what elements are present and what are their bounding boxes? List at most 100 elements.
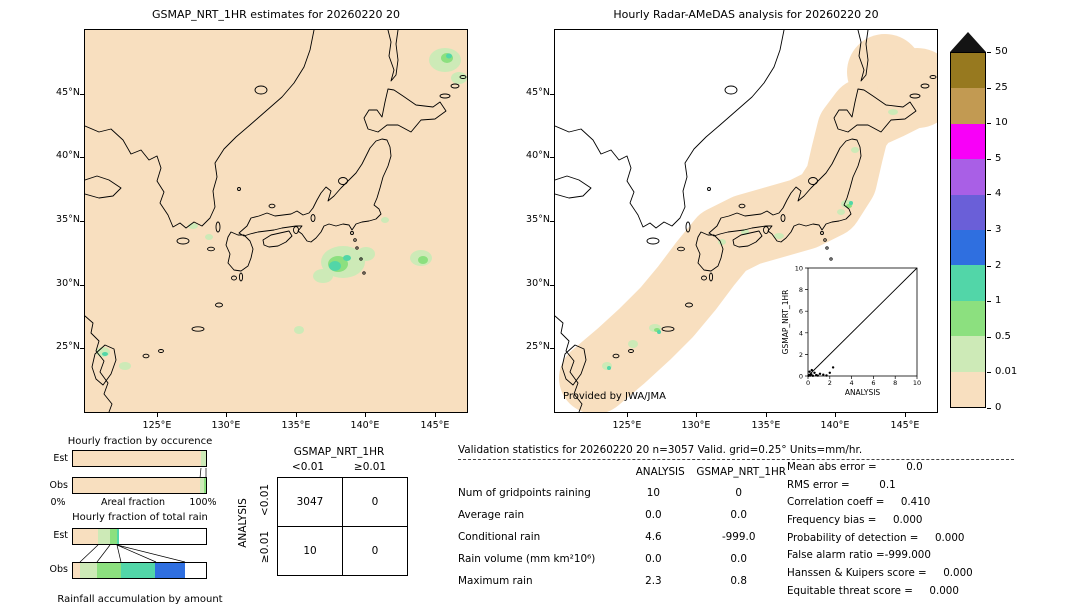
contingency-cell: 0	[342, 477, 408, 527]
colorbar-tick-label: 4	[995, 188, 1002, 200]
inset-y-tick: 2	[799, 351, 803, 359]
contingency-col-header: <0.01	[291, 461, 325, 473]
contingency-col-header: ≥0.01	[353, 461, 387, 473]
bar-segment	[73, 529, 99, 544]
score-value: 0.0	[906, 460, 923, 473]
score-value: 0.000	[929, 584, 959, 597]
inset-xlabel: ANALYSIS	[845, 388, 881, 397]
stats-table: ANALYSIS GSMAP_NRT_1HR Num of gridpoints…	[458, 462, 788, 592]
inset-x-tick: 8	[893, 379, 897, 387]
stat-value-analysis: 2.3	[645, 575, 662, 587]
col-header-analysis: ANALYSIS	[635, 466, 685, 478]
map-background	[85, 30, 467, 412]
diagonal-line	[807, 267, 918, 377]
bar-segment	[96, 563, 121, 578]
colorbar-tick-mark	[987, 408, 991, 409]
colorbar-tick-label: 5	[995, 152, 1002, 164]
inset-scatter: 0 2 4 6 8 10 0 2 4 6 8 10 ANALYSIS GSMAP…	[781, 265, 921, 398]
lon-tick-label: 140°E	[820, 420, 850, 431]
score-value: -999.000	[884, 549, 931, 562]
score-row: Hanssen & Kuipers score = 0.000	[787, 564, 1014, 582]
colorbar-tick-mark	[987, 123, 991, 125]
stats-row: Maximum rain 2.3 0.8	[458, 570, 788, 592]
totalrain-bar-obs	[72, 562, 207, 579]
score-row: Correlation coeff = 0.410	[787, 493, 1014, 511]
lon-tick-label: 145°E	[420, 420, 450, 431]
contingency-row-header: ≥0.01	[259, 530, 271, 564]
inset-x-tick: 6	[871, 379, 875, 387]
bar-segment	[73, 451, 202, 466]
colorbar-body	[950, 52, 986, 408]
stat-label: Average rain	[458, 509, 525, 521]
lat-tick-label: 30°N	[526, 278, 550, 289]
axis-0pct: 0%	[50, 497, 66, 508]
bar-segment	[155, 563, 185, 578]
inset-ticks	[805, 267, 918, 379]
contingency-block: GSMAP_NRT_1HR <0.01 ≥0.01 ANALYSIS <0.01…	[235, 444, 415, 609]
score-value: 0.000	[892, 513, 923, 526]
contingency-cell: 3047	[277, 477, 343, 527]
score-value: 0.000	[934, 531, 965, 544]
bar-segment	[79, 563, 97, 578]
inset-x-tick: 0	[806, 379, 810, 387]
bar-segment	[201, 451, 206, 466]
score-label: Mean abs error =	[787, 460, 877, 473]
colorbar-segment	[951, 300, 985, 337]
bar-segment	[98, 529, 111, 544]
lon-tick-label: 135°E	[751, 420, 781, 431]
stats-row: Num of gridpoints raining 10 0	[458, 482, 788, 504]
stats-title: Validation statistics for 20260220 20 n=…	[458, 444, 863, 456]
colorbar-segment	[951, 53, 985, 89]
colorbar-segment	[951, 265, 985, 301]
colorbar-segment	[951, 88, 985, 124]
stat-value-analysis: 4.6	[645, 531, 662, 543]
inset-ylabel: GSMAP_NRT_1HR	[781, 290, 790, 355]
stat-label: Num of gridpoints raining	[458, 487, 591, 499]
stat-value-analysis: 0.0	[645, 553, 662, 565]
score-label: False alarm ratio =	[787, 549, 885, 562]
score-label: Equitable threat score =	[787, 584, 913, 597]
stat-label: Conditional rain	[458, 531, 541, 543]
lon-tick-label: 130°E	[211, 420, 241, 431]
colorbar-tick-mark	[987, 372, 991, 374]
radar-map: 0 2 4 6 8 10 0 2 4 6 8 10 ANALYSIS GSMAP…	[555, 30, 937, 412]
colorbar-segment	[951, 194, 985, 231]
colorbar-overflow-arrow	[950, 32, 986, 52]
inset-y-tick: 10	[795, 265, 803, 273]
row-label-est: Est	[53, 453, 68, 464]
totalrain-title: Hourly fraction of total rain	[72, 512, 208, 523]
row-label-obs: Obs	[49, 564, 68, 575]
score-value: 0.000	[943, 566, 973, 579]
score-label: Probability of detection =	[787, 531, 919, 544]
occurrence-title: Hourly fraction by occurence	[67, 436, 213, 447]
stat-label: Rain volume (mm km²10⁶)	[458, 553, 596, 565]
colorbar-tick-mark	[987, 158, 991, 160]
score-row: Frequency bias = 0.000	[787, 511, 1014, 529]
stat-value-gsmap: 0.0	[730, 509, 747, 521]
stats-table-header: ANALYSIS GSMAP_NRT_1HR	[458, 462, 788, 482]
inset-y-tick: 4	[799, 329, 803, 337]
colorbar-tick-label: 3	[995, 224, 1002, 235]
inset-y-tick: 6	[799, 308, 803, 316]
score-row: False alarm ratio = -999.000	[787, 546, 1014, 564]
validation-stats-block: Validation statistics for 20260220 20 n=…	[458, 444, 1014, 597]
occurrence-bar-est	[72, 450, 207, 467]
lat-tick-label: 25°N	[526, 341, 550, 352]
lat-tick-label: 35°N	[56, 214, 80, 225]
dashed-separator	[458, 459, 1014, 460]
contingency-table: 3047 0 10 0	[277, 477, 408, 576]
colorbar-tick-label: 50	[995, 46, 1008, 57]
gsmap-map	[85, 30, 467, 412]
totalrain-footer: Rainfall accumulation by amount	[57, 594, 223, 605]
occurrence-bar-obs	[72, 477, 207, 494]
totalrain-bar-est	[72, 528, 207, 545]
contingency-row-header: <0.01	[259, 483, 271, 517]
lat-tick-label: 45°N	[56, 87, 80, 98]
bar-segment	[73, 563, 80, 578]
axis-100pct: 100%	[189, 497, 217, 508]
coastlines	[85, 30, 467, 412]
score-row: Equitable threat score = 0.000	[787, 582, 1014, 600]
row-label-est: Est	[53, 530, 68, 541]
stats-row: Rain volume (mm km²10⁶) 0.0 0.0	[458, 548, 788, 570]
colorbar-tick-label: 25	[995, 81, 1008, 93]
